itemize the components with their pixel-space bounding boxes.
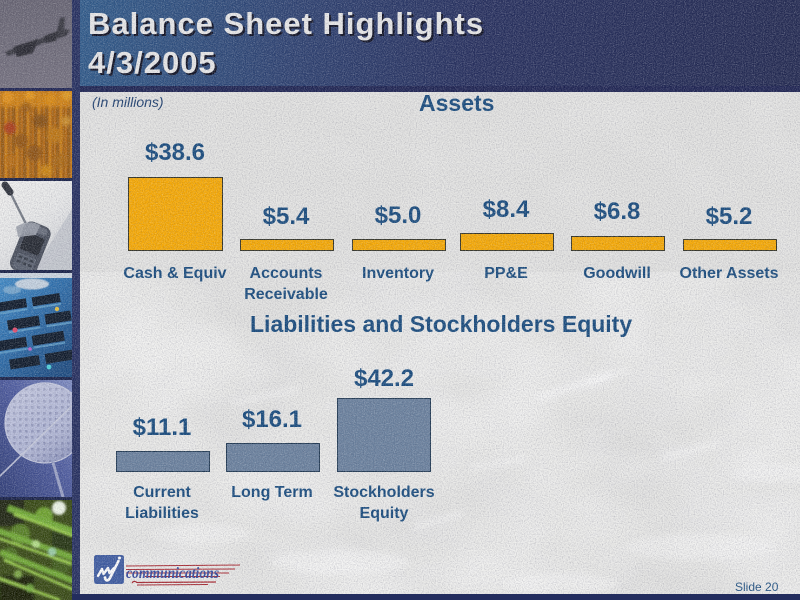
svg-text:communications: communications [126,565,219,582]
